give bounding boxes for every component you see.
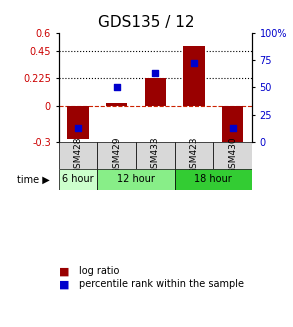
Bar <box>97 142 136 169</box>
Text: GSM429: GSM429 <box>112 137 121 174</box>
Point <box>230 125 235 130</box>
Text: ■: ■ <box>59 280 69 289</box>
Bar <box>67 106 88 139</box>
Bar <box>213 142 252 169</box>
Bar <box>136 142 175 169</box>
Text: 12 hour: 12 hour <box>117 174 155 184</box>
Point <box>76 125 80 130</box>
Bar <box>175 169 252 190</box>
Text: GSM433: GSM433 <box>151 137 160 174</box>
Bar <box>222 106 243 145</box>
Text: 6 hour: 6 hour <box>62 174 94 184</box>
Bar <box>183 46 205 106</box>
Text: ■: ■ <box>59 267 69 276</box>
Bar <box>175 142 213 169</box>
Bar <box>97 169 175 190</box>
Bar <box>106 103 127 106</box>
Text: 18 hour: 18 hour <box>195 174 232 184</box>
Bar <box>59 142 97 169</box>
Bar <box>59 169 97 190</box>
Text: GSM430: GSM430 <box>228 137 237 174</box>
Text: GDS135 / 12: GDS135 / 12 <box>98 15 195 30</box>
Text: GSM423: GSM423 <box>190 137 198 174</box>
Text: log ratio: log ratio <box>79 267 120 276</box>
Point <box>114 85 119 90</box>
Text: percentile rank within the sample: percentile rank within the sample <box>79 280 244 289</box>
Point <box>153 71 158 76</box>
Text: time ▶: time ▶ <box>17 174 50 184</box>
Bar <box>145 78 166 106</box>
Text: GSM428: GSM428 <box>74 137 82 174</box>
Point <box>192 61 196 66</box>
